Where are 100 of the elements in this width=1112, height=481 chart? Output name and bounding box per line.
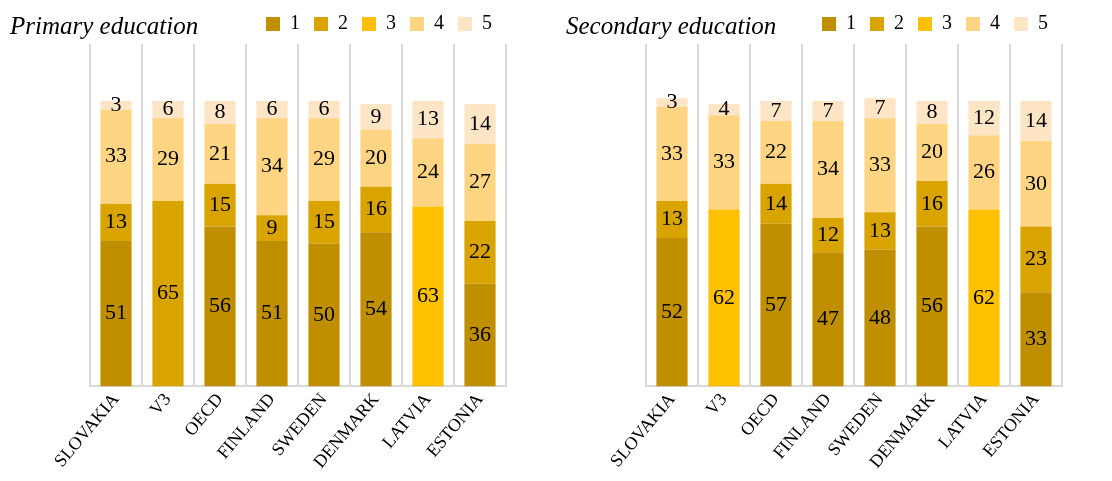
bar bbox=[1020, 226, 1052, 293]
data-label: 3 bbox=[666, 88, 678, 114]
bar bbox=[916, 123, 948, 181]
data-label: 9 bbox=[370, 102, 382, 128]
bar bbox=[204, 226, 236, 387]
legend-label: 4 bbox=[990, 11, 1000, 34]
chart-title: Primary education bbox=[10, 12, 199, 40]
bar bbox=[204, 183, 236, 227]
data-label: 22 bbox=[469, 238, 491, 264]
data-label: 7 bbox=[822, 96, 834, 122]
bar bbox=[916, 180, 948, 227]
bar bbox=[256, 240, 288, 387]
data-label: 30 bbox=[1025, 169, 1047, 195]
data-label: 15 bbox=[209, 191, 231, 216]
data-label: 57 bbox=[765, 290, 787, 316]
data-label: 50 bbox=[313, 300, 335, 326]
bar bbox=[968, 209, 1000, 387]
data-label: 33 bbox=[661, 139, 683, 165]
legend-label: 2 bbox=[894, 11, 904, 34]
data-label: 29 bbox=[313, 145, 335, 171]
data-label: 47 bbox=[817, 305, 839, 331]
data-label: 63 bbox=[417, 282, 439, 308]
legend-label: 4 bbox=[434, 11, 444, 34]
data-label: 13 bbox=[869, 216, 891, 242]
data-label: 14 bbox=[1025, 106, 1047, 132]
bar bbox=[1020, 292, 1052, 387]
bar bbox=[968, 101, 1000, 136]
data-label: 22 bbox=[765, 138, 787, 164]
legend-label: 1 bbox=[846, 11, 856, 34]
legend-label: 2 bbox=[338, 11, 348, 34]
bar bbox=[256, 215, 288, 241]
data-label: 14 bbox=[765, 189, 787, 215]
bar bbox=[152, 118, 184, 201]
bar bbox=[464, 283, 496, 387]
x-tick-label: V3 bbox=[145, 389, 175, 419]
bar bbox=[812, 101, 844, 122]
data-label: 16 bbox=[365, 195, 387, 221]
bar bbox=[100, 203, 132, 241]
bar bbox=[360, 103, 392, 130]
data-label: 12 bbox=[817, 220, 839, 246]
bar bbox=[812, 252, 844, 387]
bar bbox=[1020, 141, 1052, 227]
data-label: 62 bbox=[713, 283, 735, 309]
legend-label: 5 bbox=[1038, 11, 1048, 34]
data-label: 6 bbox=[318, 95, 330, 121]
data-label: 56 bbox=[209, 292, 231, 318]
bar bbox=[204, 123, 236, 184]
legend-label: 1 bbox=[290, 11, 300, 34]
data-label: 6 bbox=[266, 95, 278, 121]
chart-title: Secondary education bbox=[566, 12, 777, 40]
bar bbox=[464, 220, 496, 284]
bar bbox=[1020, 101, 1052, 142]
data-label: 15 bbox=[313, 208, 335, 234]
data-label: 34 bbox=[261, 152, 283, 178]
data-label: 24 bbox=[417, 158, 439, 184]
data-label: 20 bbox=[365, 143, 387, 169]
data-label: 62 bbox=[973, 283, 995, 309]
bar bbox=[412, 101, 444, 139]
bar bbox=[656, 238, 688, 387]
bar bbox=[308, 118, 340, 201]
bar bbox=[760, 183, 792, 224]
data-label: 51 bbox=[261, 299, 283, 325]
bar bbox=[464, 103, 496, 144]
bar bbox=[812, 218, 844, 253]
data-label: 14 bbox=[469, 109, 491, 135]
data-label: 34 bbox=[817, 155, 839, 181]
data-label: 7 bbox=[770, 96, 782, 122]
bar bbox=[916, 101, 948, 124]
bar bbox=[760, 121, 792, 184]
bar bbox=[256, 118, 288, 216]
bar bbox=[100, 240, 132, 387]
data-label: 20 bbox=[921, 138, 943, 164]
bar bbox=[412, 138, 444, 207]
bar bbox=[360, 186, 392, 233]
bar bbox=[152, 200, 184, 387]
data-label: 51 bbox=[105, 299, 127, 325]
bar bbox=[360, 129, 392, 187]
bar bbox=[812, 121, 844, 219]
bar bbox=[100, 109, 132, 204]
data-label: 13 bbox=[661, 205, 683, 231]
data-label: 27 bbox=[469, 168, 491, 194]
bar bbox=[308, 243, 340, 387]
data-label: 33 bbox=[105, 142, 127, 168]
data-label: 36 bbox=[469, 320, 491, 346]
bar bbox=[412, 206, 444, 387]
bar bbox=[760, 101, 792, 122]
data-label: 13 bbox=[417, 105, 439, 131]
data-label: 29 bbox=[157, 145, 179, 171]
data-label: 56 bbox=[921, 292, 943, 318]
bar bbox=[308, 200, 340, 244]
data-label: 23 bbox=[1025, 245, 1047, 271]
bar bbox=[864, 249, 896, 387]
data-label: 7 bbox=[874, 93, 886, 119]
bar bbox=[864, 118, 896, 213]
data-label: 21 bbox=[209, 139, 231, 165]
data-label: 12 bbox=[973, 103, 995, 129]
data-label: 48 bbox=[869, 303, 891, 329]
bar bbox=[864, 212, 896, 250]
legend-label: 3 bbox=[386, 11, 396, 34]
data-label: 65 bbox=[157, 279, 179, 305]
